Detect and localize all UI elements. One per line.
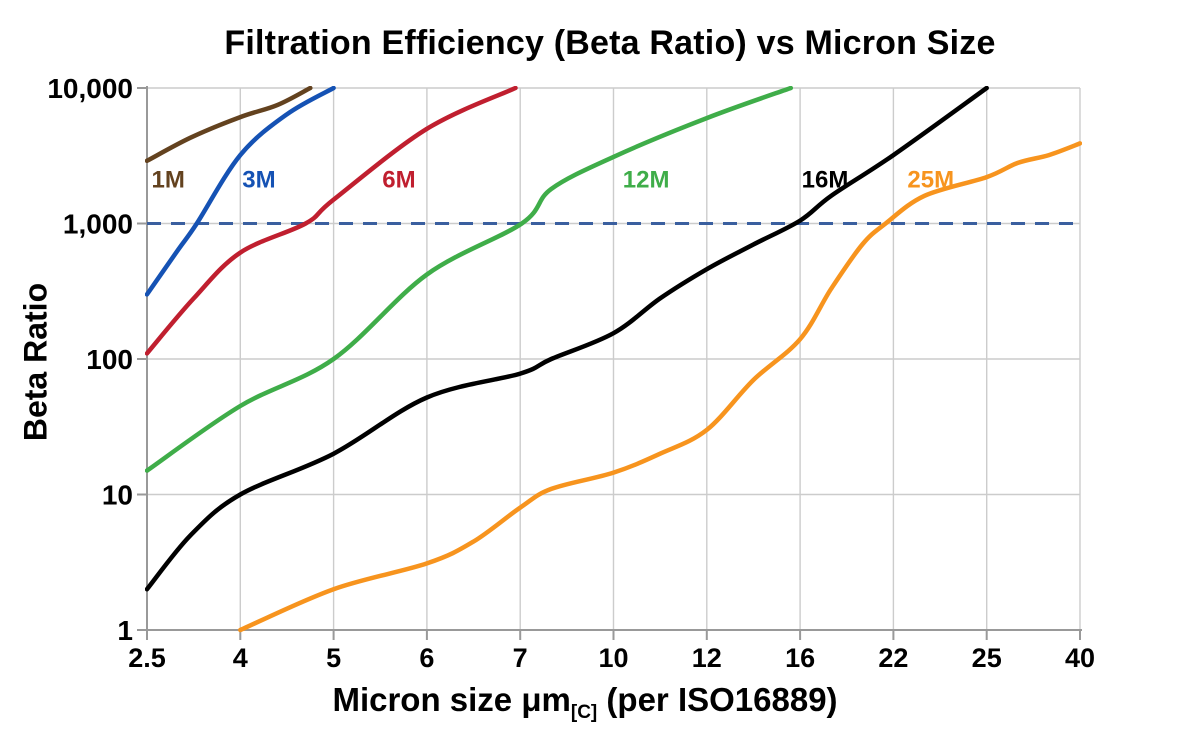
series-curve-1M <box>145 86 313 164</box>
y-tick-label-1,000: 1,000 <box>63 209 133 240</box>
series-curve-6M <box>145 86 518 356</box>
axes <box>137 86 1082 640</box>
series-curve-25M <box>238 141 1082 633</box>
x-tick-label-10: 10 <box>598 643 628 673</box>
series-curves <box>145 86 1082 633</box>
x-axis-title: Micron size μm[C] (per ISO16889) <box>332 681 837 724</box>
series-label-25M: 25M <box>907 166 954 193</box>
series-label-3M: 3M <box>242 166 275 193</box>
x-tick-label-16: 16 <box>785 643 815 673</box>
x-tick-label-2.5: 2.5 <box>128 643 166 673</box>
x-tick-label-4: 4 <box>233 643 248 673</box>
series-labels: 1M 3M 6M 12M 16M 25M <box>151 166 954 193</box>
x-axis-title-subscript: [C] <box>570 702 598 723</box>
x-axis-title-main: Micron size μm <box>332 681 571 718</box>
series-label-1M: 1M <box>151 166 184 193</box>
tick-labels: 2.5 4 5 6 7 10 12 16 22 25 40 10,000 1,000 100 10 1 <box>47 73 1095 673</box>
x-tick-label-22: 22 <box>878 643 908 673</box>
series-label-12M: 12M <box>623 166 670 193</box>
y-tick-label-10,000: 10,000 <box>47 73 133 104</box>
y-tick-label-1: 1 <box>117 615 133 646</box>
series-label-6M: 6M <box>382 166 415 193</box>
chart-title: Filtration Efficiency (Beta Ratio) vs Mi… <box>224 24 996 62</box>
x-tick-label-12: 12 <box>692 643 722 673</box>
x-tick-label-25: 25 <box>972 643 1002 673</box>
series-curve-12M <box>145 86 794 473</box>
y-tick-label-10: 10 <box>102 480 133 511</box>
series-curve-16M <box>145 86 989 592</box>
series-curve-3M <box>145 86 336 297</box>
x-tick-label-40: 40 <box>1065 643 1095 673</box>
x-tick-label-6: 6 <box>419 643 434 673</box>
x-axis-title-suffix: (per ISO16889) <box>597 681 838 718</box>
x-tick-label-7: 7 <box>513 643 528 673</box>
series-label-16M: 16M <box>802 166 849 193</box>
y-tick-label-100: 100 <box>86 344 133 375</box>
x-tick-label-5: 5 <box>326 643 341 673</box>
